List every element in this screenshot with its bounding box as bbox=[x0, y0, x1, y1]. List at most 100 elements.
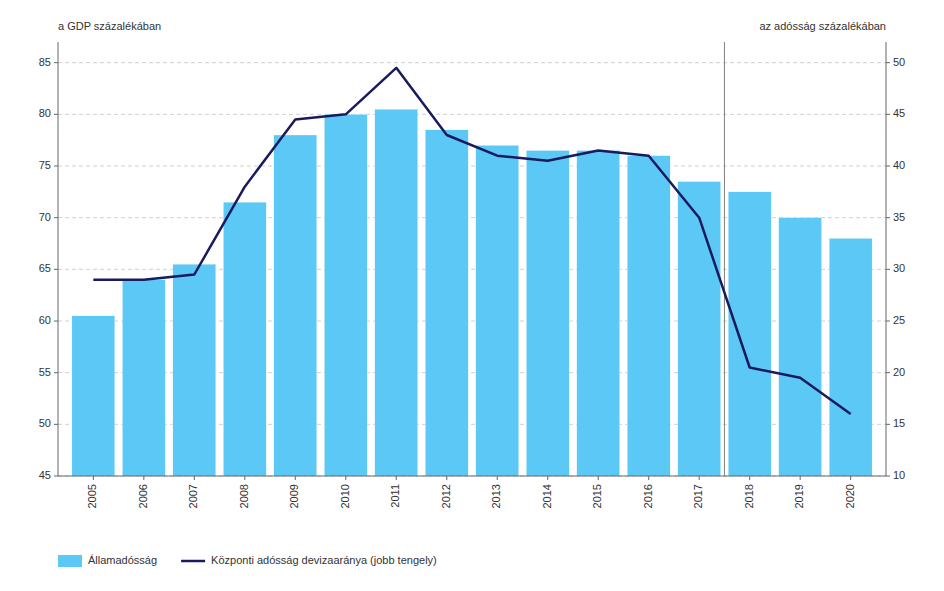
x-tick bbox=[345, 476, 346, 480]
y2-axis-title: az adósság százalékában bbox=[759, 20, 886, 32]
y-tick bbox=[54, 269, 58, 270]
x-tick bbox=[850, 476, 851, 480]
bar bbox=[728, 192, 771, 476]
x-tick-label: 2010 bbox=[339, 484, 351, 508]
right-axis-line bbox=[886, 42, 887, 476]
y2-tick-label: 25 bbox=[893, 314, 905, 326]
bar bbox=[274, 135, 317, 476]
x-tick bbox=[648, 476, 649, 480]
grid-line bbox=[58, 62, 886, 63]
legend-label: Államadósság bbox=[88, 554, 157, 566]
y-tick-label: 50 bbox=[39, 417, 51, 429]
bar bbox=[425, 130, 468, 476]
plot-area bbox=[72, 42, 872, 476]
bar bbox=[476, 145, 519, 476]
bar bbox=[72, 316, 115, 476]
bar bbox=[627, 156, 670, 476]
x-tick bbox=[143, 476, 144, 480]
y2-tick-label: 30 bbox=[893, 262, 905, 274]
bar bbox=[829, 238, 872, 476]
y2-tick bbox=[886, 424, 890, 425]
grid-line bbox=[58, 476, 886, 477]
x-tick bbox=[497, 476, 498, 480]
axes: 4550556065707580851015202530354045502005… bbox=[39, 42, 906, 508]
x-tick-label: 2015 bbox=[591, 484, 603, 508]
bar bbox=[223, 202, 266, 476]
y-tick bbox=[54, 424, 58, 425]
x-tick-label: 2016 bbox=[642, 484, 654, 508]
x-tick-label: 2019 bbox=[793, 484, 805, 508]
y2-tick-label: 40 bbox=[893, 159, 905, 171]
x-tick-label: 2020 bbox=[844, 484, 856, 508]
y-tick bbox=[54, 114, 58, 115]
x-tick bbox=[749, 476, 750, 480]
y2-tick bbox=[886, 372, 890, 373]
x-tick-label: 2013 bbox=[490, 484, 502, 508]
chart: 4550556065707580851015202530354045502005… bbox=[0, 0, 944, 591]
x-tick bbox=[547, 476, 548, 480]
grid-line bbox=[58, 114, 886, 115]
y-tick-label: 75 bbox=[39, 159, 51, 171]
y-axis-title: a GDP százalékában bbox=[58, 20, 161, 32]
y2-tick-label: 50 bbox=[893, 56, 905, 68]
x-tick-label: 2009 bbox=[288, 484, 300, 508]
bar bbox=[678, 182, 721, 477]
bar bbox=[122, 280, 165, 476]
left-axis-line bbox=[58, 42, 59, 476]
grid-line bbox=[58, 166, 886, 167]
y-tick bbox=[54, 217, 58, 218]
bar bbox=[173, 264, 216, 476]
y-tick bbox=[54, 166, 58, 167]
x-tick bbox=[194, 476, 195, 480]
y-tick-label: 80 bbox=[39, 107, 51, 119]
y2-tick bbox=[886, 476, 890, 477]
y-tick bbox=[54, 62, 58, 63]
bar bbox=[779, 218, 822, 476]
x-tick-label: 2006 bbox=[137, 484, 149, 508]
bar bbox=[577, 151, 620, 477]
y-tick-label: 65 bbox=[39, 262, 51, 274]
x-tick bbox=[396, 476, 397, 480]
y-tick bbox=[54, 476, 58, 477]
x-tick-label: 2014 bbox=[541, 484, 553, 508]
y2-tick bbox=[886, 217, 890, 218]
x-tick bbox=[800, 476, 801, 480]
x-tick bbox=[295, 476, 296, 480]
vertical-line bbox=[724, 42, 725, 476]
legend-swatch bbox=[58, 555, 82, 567]
y2-tick-label: 20 bbox=[893, 366, 905, 378]
legend-label: Központi adósság devizaaránya (jobb teng… bbox=[211, 554, 437, 566]
x-tick bbox=[699, 476, 700, 480]
legend: Államadósság Központi adósság devizaarány… bbox=[58, 554, 437, 567]
bar bbox=[526, 151, 569, 477]
y2-tick-label: 10 bbox=[893, 469, 905, 481]
x-tick bbox=[244, 476, 245, 480]
x-tick bbox=[598, 476, 599, 480]
bar bbox=[375, 109, 418, 476]
x-tick bbox=[446, 476, 447, 480]
x-tick-label: 2007 bbox=[187, 484, 199, 508]
x-tick-label: 2011 bbox=[389, 484, 401, 508]
line bbox=[93, 68, 850, 414]
bar bbox=[324, 114, 367, 476]
x-tick-label: 2018 bbox=[743, 484, 755, 508]
x-tick bbox=[93, 476, 94, 480]
y2-tick-label: 35 bbox=[893, 211, 905, 223]
y2-tick bbox=[886, 321, 890, 322]
y-tick-label: 85 bbox=[39, 56, 51, 68]
y-tick-label: 60 bbox=[39, 314, 51, 326]
x-tick-label: 2017 bbox=[692, 484, 704, 508]
y-tick-label: 55 bbox=[39, 366, 51, 378]
y-tick-label: 70 bbox=[39, 211, 51, 223]
y2-tick-label: 15 bbox=[893, 417, 905, 429]
x-tick-label: 2005 bbox=[86, 484, 98, 508]
x-tick-label: 2008 bbox=[238, 484, 250, 508]
x-tick-label: 2012 bbox=[440, 484, 452, 508]
y2-tick bbox=[886, 114, 890, 115]
y-tick bbox=[54, 321, 58, 322]
legend-swatch bbox=[181, 560, 205, 563]
x-axis-line bbox=[58, 476, 886, 477]
y2-tick bbox=[886, 62, 890, 63]
y2-tick bbox=[886, 269, 890, 270]
y-tick-label: 45 bbox=[39, 469, 51, 481]
